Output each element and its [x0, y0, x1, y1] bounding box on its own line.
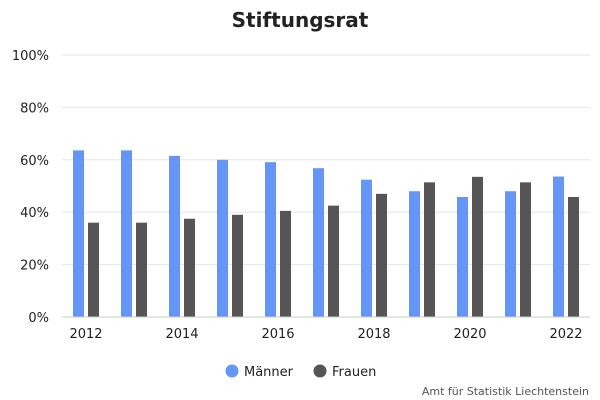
y-tick-label: 60% — [20, 154, 49, 169]
chart-title: Stiftungsrat — [232, 8, 369, 32]
bar-maenner-2021 — [505, 191, 516, 317]
legend: Männer Frauen — [225, 364, 377, 381]
y-axis-ticks: 0% 20% 40% 60% 80% 100% — [12, 49, 49, 326]
bar-frauen-2020 — [472, 176, 483, 317]
bar-frauen-2012 — [88, 222, 99, 317]
bar-maenner-2017 — [313, 168, 324, 317]
bar-frauen-2018 — [376, 193, 387, 317]
bar-maenner-2016 — [265, 162, 276, 317]
bar-frauen-2017 — [328, 205, 339, 317]
legend-marker — [313, 364, 327, 378]
y-tick-label: 40% — [20, 206, 49, 221]
source-credit: Amt für Statistik Liechtenstein — [422, 385, 589, 398]
bar-frauen-2016 — [280, 210, 291, 317]
bar-frauen-2021 — [520, 182, 531, 317]
x-axis-ticks: 2012 2014 2016 2018 2020 2022 — [69, 327, 582, 342]
bar-maenner-2020 — [457, 197, 468, 317]
x-tick-label: 2014 — [165, 327, 198, 342]
y-tick-label: 20% — [20, 259, 49, 274]
x-tick-label: 2012 — [69, 327, 102, 342]
legend-label: Frauen — [332, 365, 376, 380]
legend-label: Männer — [244, 365, 294, 380]
bar-maenner-2014 — [169, 155, 180, 317]
bar-frauen-2022 — [568, 197, 579, 317]
bar-frauen-2013 — [136, 222, 147, 317]
x-tick-label: 2020 — [453, 327, 486, 342]
bar-frauen-2015 — [232, 214, 243, 317]
bar-maenner-2013 — [121, 150, 132, 317]
bar-frauen-2019 — [424, 182, 435, 317]
y-tick-label: 0% — [28, 311, 49, 326]
y-tick-label: 80% — [20, 101, 49, 116]
legend-item-frauen[interactable]: Frauen — [313, 364, 377, 381]
bar-maenner-2012 — [73, 150, 84, 317]
bar-maenner-2019 — [409, 191, 420, 317]
grid — [62, 54, 590, 266]
x-tick-label: 2018 — [357, 327, 390, 342]
bar-maenner-2015 — [217, 159, 228, 317]
x-tick-label: 2016 — [261, 327, 294, 342]
bar-frauen-2014 — [184, 218, 195, 317]
legend-marker — [225, 364, 239, 378]
legend-item-maenner[interactable]: Männer — [225, 364, 294, 381]
x-tick-label: 2022 — [549, 327, 582, 342]
bars — [73, 150, 579, 317]
bar-maenner-2018 — [361, 179, 372, 317]
bar-maenner-2022 — [553, 176, 564, 317]
y-tick-label: 100% — [12, 49, 49, 64]
